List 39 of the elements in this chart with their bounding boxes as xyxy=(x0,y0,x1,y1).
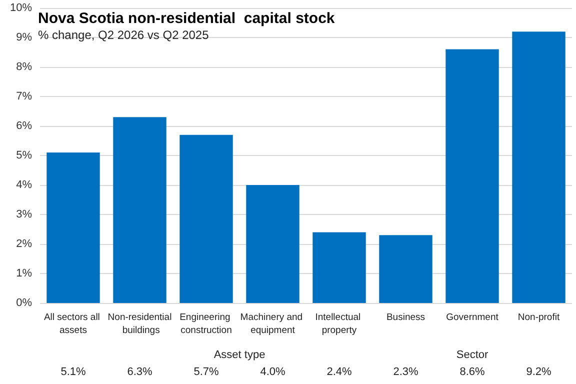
y-tick-label: 5% xyxy=(16,150,32,162)
bar xyxy=(312,232,366,303)
data-label: 8.6% xyxy=(460,366,485,378)
bar xyxy=(446,49,499,303)
data-label: 9.2% xyxy=(526,366,552,378)
y-tick-label: 6% xyxy=(16,120,32,132)
bar xyxy=(246,185,300,303)
chart-title: Nova Scotia non-residential capital stock xyxy=(38,10,336,27)
y-tick-label: 1% xyxy=(16,268,32,280)
x-tick-label: Government xyxy=(446,312,499,323)
bar xyxy=(512,32,566,303)
x-tick-label: All sectors all assets xyxy=(44,312,103,336)
text: Sector xyxy=(456,349,488,361)
x-tick-label: Intellectual property xyxy=(315,312,364,336)
y-tick-label: 9% xyxy=(16,32,32,44)
y-tick-label: 8% xyxy=(16,61,32,73)
bar xyxy=(180,134,233,303)
bar xyxy=(379,235,432,303)
x-tick-label: Non-residential buildings xyxy=(108,312,172,336)
x-tick-label: Business xyxy=(386,312,426,323)
data-label: 2.3% xyxy=(393,366,418,378)
y-tick-label: 7% xyxy=(16,90,32,102)
text: Asset type xyxy=(214,349,266,361)
y-tick-label: 3% xyxy=(16,208,32,220)
y-tick-label: 2% xyxy=(16,238,32,250)
x-tick-label: Machinery and equipment xyxy=(240,312,306,336)
y-tick-label: 4% xyxy=(16,179,32,191)
y-tick-label: 10% xyxy=(10,2,32,14)
data-label: 2.4% xyxy=(326,366,352,378)
y-tick-label: 0% xyxy=(16,297,32,309)
data-label: 6.3% xyxy=(127,366,152,378)
bar xyxy=(46,152,100,303)
data-label: 5.7% xyxy=(194,366,219,378)
data-label: 4.0% xyxy=(260,366,286,378)
x-tick-label: Non-profit xyxy=(518,312,560,323)
bar xyxy=(113,117,166,303)
x-tick-label: Engineering construction xyxy=(180,312,233,336)
data-label: 5.1% xyxy=(60,366,86,378)
text: % change, Q2 2026 vs Q2 2025 xyxy=(38,28,210,42)
